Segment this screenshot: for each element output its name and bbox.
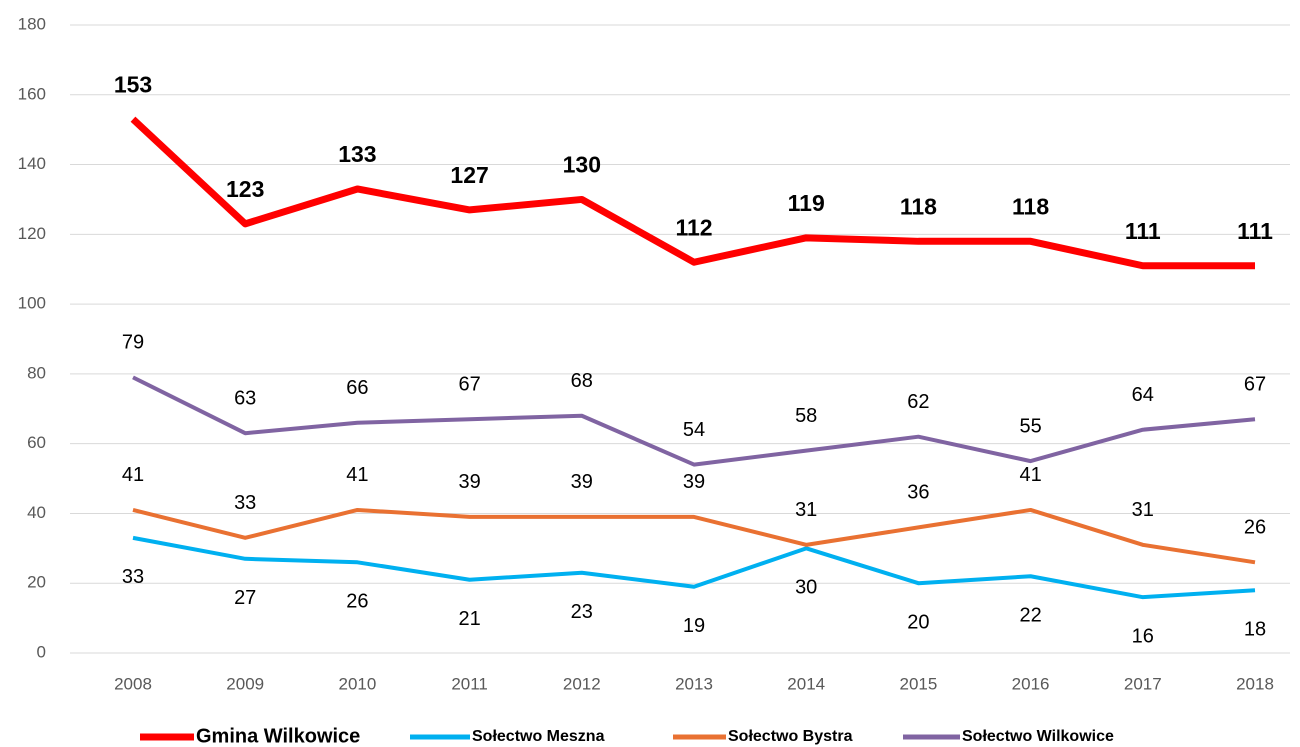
data-label: 130	[563, 152, 601, 178]
data-label: 133	[338, 141, 376, 167]
data-label: 23	[571, 601, 593, 623]
series-line	[132, 535, 1256, 600]
data-label: 33	[234, 492, 256, 514]
data-label: 153	[114, 71, 152, 97]
data-label: 33	[122, 566, 144, 588]
data-label: 19	[683, 615, 705, 637]
legend-label: Sołectwo Bystra	[728, 728, 853, 745]
x-tick-label: 2018	[1236, 674, 1274, 693]
data-label: 55	[1019, 415, 1041, 437]
y-tick-label: 20	[27, 573, 46, 592]
x-tick-label: 2017	[1124, 674, 1162, 693]
data-label: 39	[571, 471, 593, 493]
data-label: 41	[122, 464, 144, 486]
series-line	[130, 116, 1255, 270]
data-label: 67	[458, 374, 480, 396]
y-tick-label: 140	[18, 154, 46, 173]
legend-label: Sołectwo Wilkowice	[962, 728, 1114, 745]
data-label: 118	[1012, 193, 1049, 219]
x-tick-label: 2008	[114, 674, 152, 693]
x-tick-label: 2010	[338, 674, 376, 693]
data-label: 112	[675, 214, 712, 240]
data-label: 16	[1132, 625, 1154, 647]
y-tick-label: 100	[18, 294, 46, 313]
data-label: 30	[795, 577, 817, 599]
y-tick-label: 40	[27, 503, 46, 522]
data-label: 22	[1019, 605, 1041, 627]
data-label: 31	[795, 499, 817, 521]
data-label: 41	[346, 464, 368, 486]
data-label: 123	[226, 176, 264, 202]
x-tick-label: 2014	[787, 674, 825, 693]
x-tick-label: 2009	[226, 674, 264, 693]
data-label: 26	[346, 591, 368, 613]
data-label: 127	[450, 162, 488, 188]
x-tick-label: 2016	[1012, 674, 1050, 693]
data-label: 64	[1132, 384, 1154, 406]
y-tick-label: 120	[18, 224, 46, 243]
data-label: 41	[1019, 464, 1041, 486]
y-tick-label: 0	[37, 642, 46, 661]
data-label: 31	[1132, 499, 1154, 521]
data-label: 118	[900, 193, 937, 219]
x-tick-label: 2012	[563, 674, 601, 693]
data-label: 62	[907, 391, 929, 413]
legend-label: Gmina Wilkowice	[196, 725, 360, 747]
data-label: 67	[1244, 374, 1266, 396]
data-label: 39	[683, 471, 705, 493]
data-label: 27	[234, 587, 256, 609]
data-label: 66	[346, 377, 368, 399]
data-label: 36	[907, 482, 929, 504]
data-label: 79	[122, 332, 144, 354]
data-label: 21	[458, 608, 480, 630]
y-tick-label: 80	[27, 363, 46, 382]
y-tick-label: 60	[27, 433, 46, 452]
data-label: 54	[683, 419, 705, 441]
y-tick-label: 160	[18, 84, 46, 103]
data-label: 68	[571, 370, 593, 392]
series-line	[132, 375, 1256, 467]
data-label: 58	[795, 405, 817, 427]
data-label: 63	[234, 387, 256, 409]
data-label: 26	[1244, 517, 1266, 539]
data-label: 119	[788, 190, 825, 216]
legend-label: Sołectwo Meszna	[472, 728, 605, 745]
data-label: 18	[1244, 618, 1266, 640]
data-label: 20	[907, 612, 929, 634]
x-tick-label: 2015	[899, 674, 937, 693]
data-label: 39	[458, 471, 480, 493]
data-label: 111	[1125, 218, 1161, 244]
x-tick-label: 2011	[451, 674, 488, 693]
y-tick-label: 180	[18, 14, 46, 33]
data-label: 111	[1237, 218, 1273, 244]
series-line	[132, 507, 1256, 565]
x-tick-label: 2013	[675, 674, 713, 693]
